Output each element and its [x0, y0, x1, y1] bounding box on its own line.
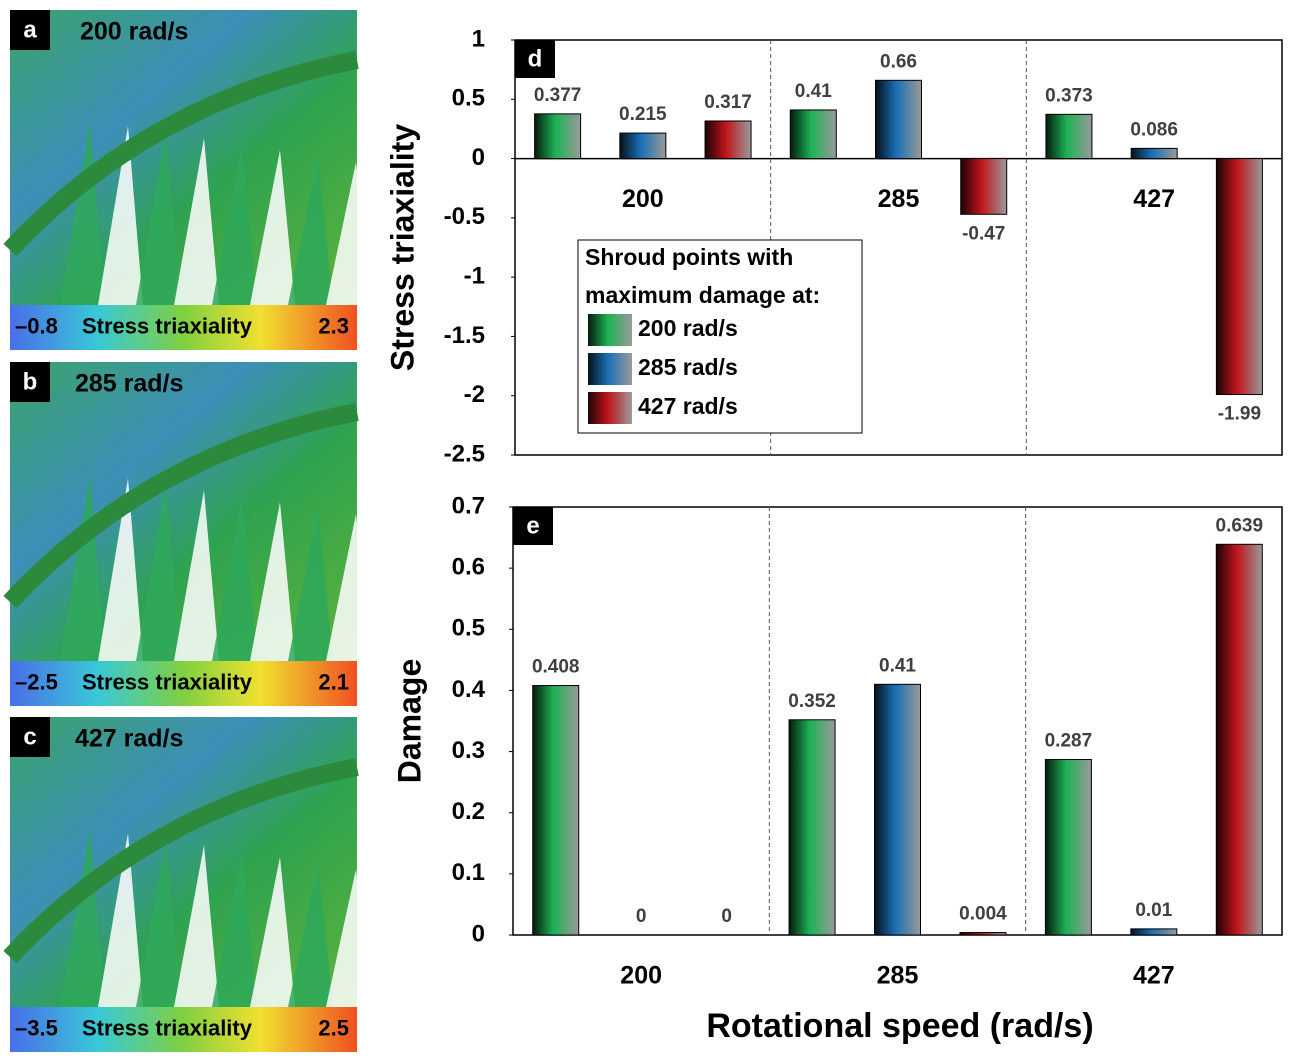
value-label: -1.99 — [1218, 404, 1261, 425]
bar — [533, 686, 579, 935]
value-label: 0.41 — [879, 655, 916, 676]
value-label: 0.377 — [534, 85, 582, 106]
value-label: -0.47 — [962, 223, 1005, 244]
value-label: 0.215 — [619, 104, 667, 125]
y-tick-label: 0.2 — [452, 798, 485, 825]
value-label: 0.352 — [788, 691, 836, 712]
panel-label: a — [23, 16, 37, 43]
bar — [1131, 929, 1177, 935]
value-label: 0.373 — [1045, 85, 1093, 106]
legend-label: 200 rad/s — [638, 315, 738, 341]
value-label: 0.639 — [1216, 515, 1264, 536]
value-label: 0.287 — [1045, 731, 1093, 752]
speed-label: 200 rad/s — [80, 18, 188, 46]
y-axis-label: Damage — [391, 659, 427, 784]
y-tick-label: 0.5 — [452, 85, 485, 112]
legend-swatch — [588, 314, 632, 346]
y-tick-label: -2 — [464, 381, 485, 408]
panel-label: c — [23, 723, 36, 750]
y-tick-label: 0.7 — [452, 492, 485, 519]
speed-label: 427 rad/s — [75, 725, 183, 753]
y-tick-label: 0.4 — [452, 676, 486, 703]
x-tick-label: 285 — [878, 185, 920, 213]
colorbar-title: Stress triaxiality — [82, 669, 253, 694]
value-label: 0 — [721, 906, 732, 927]
colorbar-max: 2.5 — [318, 1015, 349, 1040]
bar — [960, 933, 1006, 935]
x-tick-label: 200 — [622, 185, 664, 213]
bar — [790, 110, 836, 159]
y-tick-label: 0.6 — [452, 553, 485, 580]
legend-title: maximum damage at: — [585, 282, 820, 308]
figure: a 200 rad/s –0.8 Stress triaxiality 2.3 b 285 … — [0, 0, 1293, 1052]
value-label: 0.41 — [795, 81, 832, 102]
bar — [876, 80, 922, 158]
value-label: 0.317 — [704, 92, 752, 113]
value-label: 0.086 — [1130, 119, 1178, 140]
bar — [961, 159, 1007, 215]
bar — [875, 684, 921, 935]
x-axis-label: Rotational speed (rad/s) — [706, 1007, 1093, 1045]
panel-label: d — [528, 45, 543, 72]
legend-swatch — [588, 392, 632, 424]
y-tick-label: -1 — [464, 262, 485, 289]
panel-label: b — [23, 368, 38, 395]
colorbar-min: –0.8 — [15, 313, 58, 338]
colorbar-max: 2.1 — [318, 669, 349, 694]
y-tick-label: 1 — [472, 25, 485, 52]
y-tick-label: -2.5 — [444, 440, 485, 467]
y-tick-label: -1.5 — [444, 322, 485, 349]
x-tick-label: 427 — [1133, 185, 1175, 213]
legend-swatch — [588, 353, 632, 385]
x-tick-label: 285 — [877, 962, 919, 990]
bar — [1216, 159, 1262, 395]
bar — [1131, 148, 1177, 158]
panel-label: e — [526, 512, 539, 539]
value-label: 0.004 — [959, 904, 1007, 925]
colorbar-title: Stress triaxiality — [82, 313, 253, 338]
y-tick-label: 0.3 — [452, 737, 485, 764]
legend-title: Shroud points with — [585, 244, 793, 270]
x-tick-label: 200 — [620, 962, 662, 990]
bar — [620, 133, 666, 158]
y-axis-label: Stress triaxiality — [384, 124, 420, 371]
bar — [1045, 760, 1091, 935]
value-label: 0.408 — [532, 657, 580, 678]
colorbar-min: –2.5 — [15, 669, 58, 694]
y-tick-label: 0.5 — [452, 615, 485, 642]
y-tick-label: 0.1 — [452, 859, 485, 886]
value-label: 0 — [636, 906, 647, 927]
y-tick-label: -0.5 — [444, 203, 485, 230]
x-tick-label: 427 — [1133, 962, 1175, 990]
y-tick-label: 0 — [472, 144, 485, 171]
colorbar-title: Stress triaxiality — [82, 1015, 253, 1040]
speed-label: 285 rad/s — [75, 370, 183, 398]
bar — [1046, 114, 1092, 158]
y-tick-label: 0 — [472, 920, 485, 947]
colorbar-min: –3.5 — [15, 1015, 58, 1040]
bar — [705, 121, 751, 159]
colorbar-max: 2.3 — [318, 313, 349, 338]
bar — [1216, 544, 1262, 935]
value-label: 0.01 — [1135, 900, 1172, 921]
legend-label: 285 rad/s — [638, 354, 738, 380]
legend-label: 427 rad/s — [638, 393, 738, 419]
bar — [535, 114, 581, 159]
bar — [789, 720, 835, 935]
value-label: 0.66 — [880, 51, 917, 72]
